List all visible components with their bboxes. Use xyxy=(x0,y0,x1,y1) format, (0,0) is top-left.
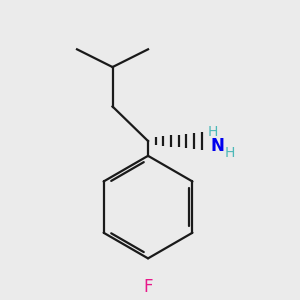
Text: H: H xyxy=(225,146,235,160)
Text: F: F xyxy=(143,278,153,296)
Text: N: N xyxy=(210,137,224,155)
Text: H: H xyxy=(208,125,218,139)
